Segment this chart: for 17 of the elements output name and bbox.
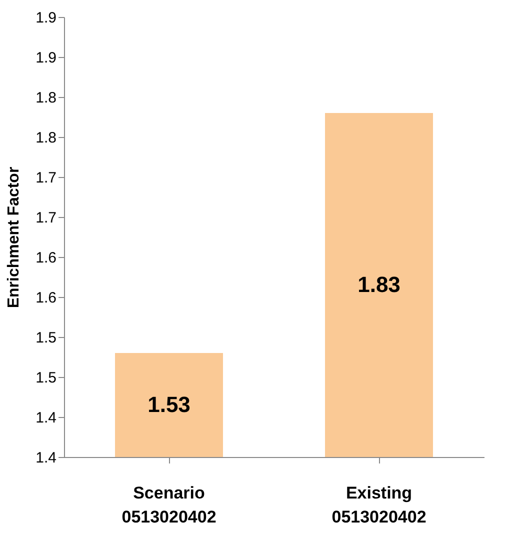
y-tick-label: 1.8 (36, 130, 56, 146)
y-axis-title: Enrichment Factor (6, 166, 23, 308)
y-tick-label: 1.7 (36, 170, 56, 186)
data-label: 1.83 (358, 272, 400, 297)
y-tick-label: 1.5 (36, 330, 56, 346)
y-tick-label: 1.8 (36, 90, 56, 106)
y-tick-label: 1.9 (36, 10, 56, 26)
y-tick-label: 1.6 (36, 250, 56, 266)
y-tick-label: 1.6 (36, 290, 56, 306)
y-tick-label: 1.7 (36, 210, 56, 226)
data-label: 1.53 (148, 392, 190, 417)
y-tick-label: 1.4 (36, 450, 56, 466)
y-tick-label: 1.9 (36, 50, 56, 66)
x-tick-label: Scenario 0513020402 (122, 484, 216, 526)
x-tick-label: Existing 0513020402 (332, 484, 426, 526)
y-tick-label: 1.4 (36, 410, 56, 426)
y-tick-label: 1.5 (36, 370, 56, 386)
